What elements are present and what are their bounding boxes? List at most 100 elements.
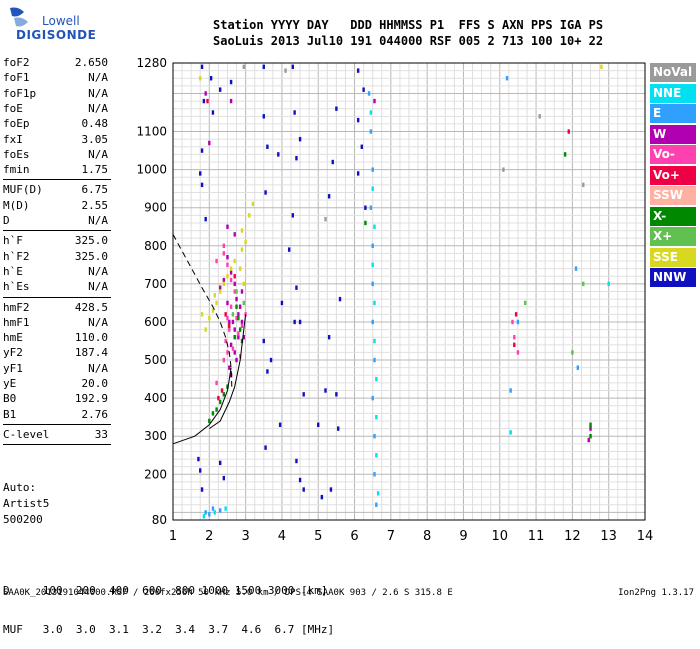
echo-point-e (204, 510, 207, 515)
parameter-value: 2.650 (74, 56, 108, 69)
parameter-name: hmE (3, 331, 23, 345)
echo-point-vo (228, 323, 231, 328)
echo-point-e (371, 395, 374, 401)
echo-point-nne (371, 186, 374, 191)
parameter-row: foE N/A (3, 102, 108, 116)
parameter-row: hmF2 428.5 (3, 301, 108, 315)
y-tick-label: 600 (144, 315, 167, 329)
parameter-row: foF2 2.650 (3, 56, 108, 70)
echo-point-nnw (338, 296, 342, 302)
parameter-separator (3, 423, 111, 425)
echo-point-nnw (337, 426, 340, 431)
echo-point-x (235, 304, 238, 309)
parameter-value: 33 (94, 427, 108, 441)
echo-point-sse (200, 312, 204, 317)
parameter-value: N/A (88, 86, 108, 100)
x-tick-label: 12 (564, 529, 581, 544)
legend-item: X+ (650, 227, 696, 246)
echo-point-w (233, 281, 236, 287)
parameter-row: h`E N/A (3, 265, 108, 279)
parameter-name: h`E (3, 264, 23, 278)
echo-point-x (242, 300, 245, 306)
y-tick-label: 1280 (136, 56, 167, 70)
muf-distance-table: D 100 200 400 600 800 1000 1500 3000 [km… (3, 558, 334, 649)
echo-point-x (219, 399, 222, 405)
parameter-row: M(D) 2.55 (3, 199, 108, 213)
echo-point-w (373, 98, 376, 104)
echo-point-e (371, 167, 374, 172)
echo-point-nnw (331, 159, 334, 165)
echo-point-x (231, 312, 235, 317)
echo-point-nnw (302, 487, 305, 492)
parameter-name: foF1p (3, 86, 37, 100)
echo-point-noval (538, 114, 541, 119)
echo-point-nnw (356, 117, 360, 123)
legend-item: Vo- (650, 145, 696, 164)
parameter-row: hmE 110.0 (3, 331, 108, 345)
auto-label: Auto: (3, 481, 37, 494)
echo-point-nnw (199, 468, 202, 473)
parameter-name: D (3, 214, 10, 227)
echo-point-sse (238, 266, 242, 271)
parameter-value: 2.76 (81, 407, 109, 421)
echo-point-w (226, 224, 229, 229)
echo-point-nnw (209, 76, 213, 81)
echo-point-w (229, 342, 233, 348)
parameter-name: B1 (3, 407, 17, 421)
parameter-separator (3, 230, 111, 232)
echo-point-sse (248, 213, 251, 218)
parameter-value: 0.48 (81, 117, 109, 131)
echo-point-e (509, 388, 512, 393)
echo-point-nnw (291, 213, 295, 218)
echo-point-nnw (293, 319, 296, 325)
x-tick-label: 9 (459, 529, 467, 544)
echo-point-nnw (264, 190, 267, 195)
echo-point-e (369, 205, 373, 210)
version-label: Ion2Png 1.3.17 (618, 588, 694, 598)
parameter-row: hmF1 N/A (3, 316, 108, 330)
echo-point-nnw (320, 494, 324, 500)
header-line-1: Station YYYY DAY DDD HHMMSS P1 FFS S AXN… (213, 18, 604, 32)
echo-point-sse (233, 258, 236, 264)
parameter-name: M(D) (3, 198, 30, 212)
echo-point-nnw (298, 136, 302, 142)
parameter-value: 20.0 (81, 377, 109, 390)
parameter-row: D N/A (3, 214, 108, 228)
y-tick-label: 300 (144, 429, 167, 443)
echo-point-nne (202, 513, 206, 519)
parameter-name: hmF2 (3, 300, 30, 314)
echo-point-nnw (295, 156, 298, 161)
artist-version: Artist5 (3, 497, 50, 510)
parameter-value: 187.4 (74, 346, 108, 360)
echo-point-w (235, 357, 238, 363)
echo-point-sse (213, 293, 216, 298)
echo-point-nnw (262, 64, 265, 70)
echo-point-w (228, 319, 231, 325)
parameter-value: N/A (88, 147, 108, 161)
parameter-value: 428.5 (74, 300, 108, 314)
echo-point-sse (204, 327, 207, 332)
echo-point-nnw (229, 79, 233, 85)
x-tick-label: 14 (637, 529, 654, 544)
x-tick-label: 8 (423, 529, 431, 544)
echo-point-sse (242, 281, 245, 287)
parameter-value: N/A (88, 214, 108, 227)
echo-point-vo (224, 338, 227, 344)
echo-point-nnw (277, 152, 280, 157)
echo-point-nnw (200, 64, 204, 70)
echo-point-nnw (356, 171, 360, 176)
echo-point-w (587, 437, 590, 443)
parameter-row: yE 20.0 (3, 377, 108, 391)
legend-item: SSE (650, 247, 696, 267)
echo-point-vo (511, 319, 514, 325)
echo-point-nne (509, 430, 512, 435)
plot-frame (172, 62, 646, 521)
parameter-value: 110.0 (74, 331, 108, 345)
parameter-value: N/A (88, 280, 108, 294)
echo-point-sse (222, 281, 226, 287)
parameter-row: B0 192.9 (3, 392, 108, 406)
parameter-name: foE (3, 101, 23, 115)
echo-point-e (373, 472, 376, 477)
header-line-2: SaoLuis 2013 Jul10 191 044000 RSF 005 2 … (213, 34, 604, 48)
echo-point-sse (600, 64, 603, 70)
